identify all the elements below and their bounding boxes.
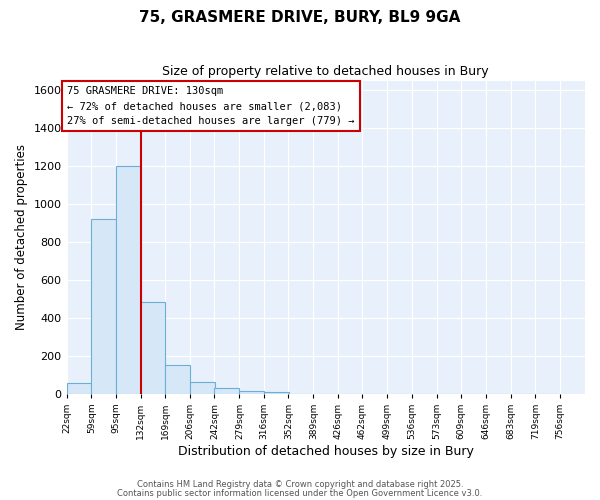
Bar bbox=[116, 166, 140, 394]
Bar bbox=[67, 383, 91, 394]
Text: 75 GRASMERE DRIVE: 130sqm
← 72% of detached houses are smaller (2,083)
27% of se: 75 GRASMERE DRIVE: 130sqm ← 72% of detac… bbox=[67, 86, 355, 126]
Bar bbox=[140, 302, 166, 394]
Y-axis label: Number of detached properties: Number of detached properties bbox=[15, 144, 28, 330]
Bar bbox=[214, 388, 239, 394]
Text: Contains HM Land Registry data © Crown copyright and database right 2025.: Contains HM Land Registry data © Crown c… bbox=[137, 480, 463, 489]
Title: Size of property relative to detached houses in Bury: Size of property relative to detached ho… bbox=[163, 65, 489, 78]
Bar bbox=[91, 219, 116, 394]
Text: Contains public sector information licensed under the Open Government Licence v3: Contains public sector information licen… bbox=[118, 488, 482, 498]
Bar bbox=[166, 365, 190, 394]
Bar bbox=[190, 382, 215, 394]
X-axis label: Distribution of detached houses by size in Bury: Distribution of detached houses by size … bbox=[178, 444, 474, 458]
Bar bbox=[239, 392, 264, 394]
Text: 75, GRASMERE DRIVE, BURY, BL9 9GA: 75, GRASMERE DRIVE, BURY, BL9 9GA bbox=[139, 10, 461, 25]
Bar bbox=[264, 392, 289, 394]
